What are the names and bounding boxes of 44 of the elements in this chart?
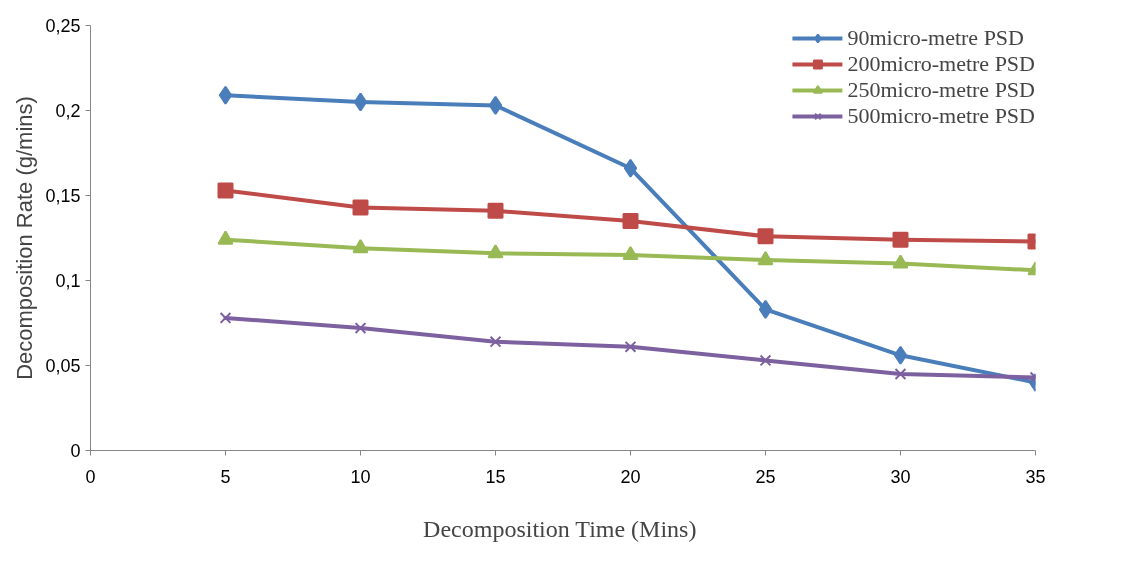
y-tick-label: 0,15 [45, 186, 81, 206]
point [217, 230, 234, 245]
point [217, 182, 234, 199]
y-tick-label: 0 [70, 441, 81, 461]
point [353, 92, 368, 112]
point [622, 245, 639, 261]
point [757, 251, 774, 266]
point [624, 340, 637, 353]
point [892, 254, 909, 269]
point [488, 95, 503, 115]
legend-label: 90micro-metre PSD [847, 25, 1024, 51]
legend-label: 250micro-metre PSD [847, 77, 1035, 103]
x-tick-label: 0 [85, 466, 96, 487]
x-tick-label: 10 [350, 466, 371, 487]
point [622, 213, 639, 229]
y-tick-label: 0,05 [45, 356, 81, 376]
point [623, 158, 638, 178]
x-tick-label: 5 [220, 466, 231, 487]
legend-label: 500micro-metre PSD [847, 103, 1035, 129]
point [892, 231, 909, 248]
point [894, 368, 907, 380]
x-axis-title: Decomposition Time (Mins) [423, 515, 697, 542]
y-axis-title: Decomposition Rate (g/mins) [12, 96, 38, 380]
point [759, 354, 772, 367]
point [219, 311, 232, 324]
point [352, 239, 369, 254]
point [352, 199, 369, 216]
point [487, 202, 504, 219]
point [757, 228, 774, 245]
point [487, 244, 504, 259]
y-tick-label: 0,1 [55, 271, 81, 291]
point [354, 322, 367, 335]
x-tick-label: 35 [1025, 466, 1046, 487]
point [758, 299, 773, 319]
y-tick-label: 0,25 [45, 16, 81, 36]
point [489, 335, 502, 348]
point [893, 345, 908, 365]
y-tick-label: 0,2 [55, 101, 81, 121]
point [218, 85, 233, 105]
x-tick-label: 15 [485, 466, 506, 487]
legend-label: 200micro-metre PSD [847, 51, 1035, 77]
x-tick-label: 20 [620, 466, 641, 487]
x-tick-label: 30 [890, 466, 911, 487]
x-tick-label: 25 [755, 466, 776, 487]
